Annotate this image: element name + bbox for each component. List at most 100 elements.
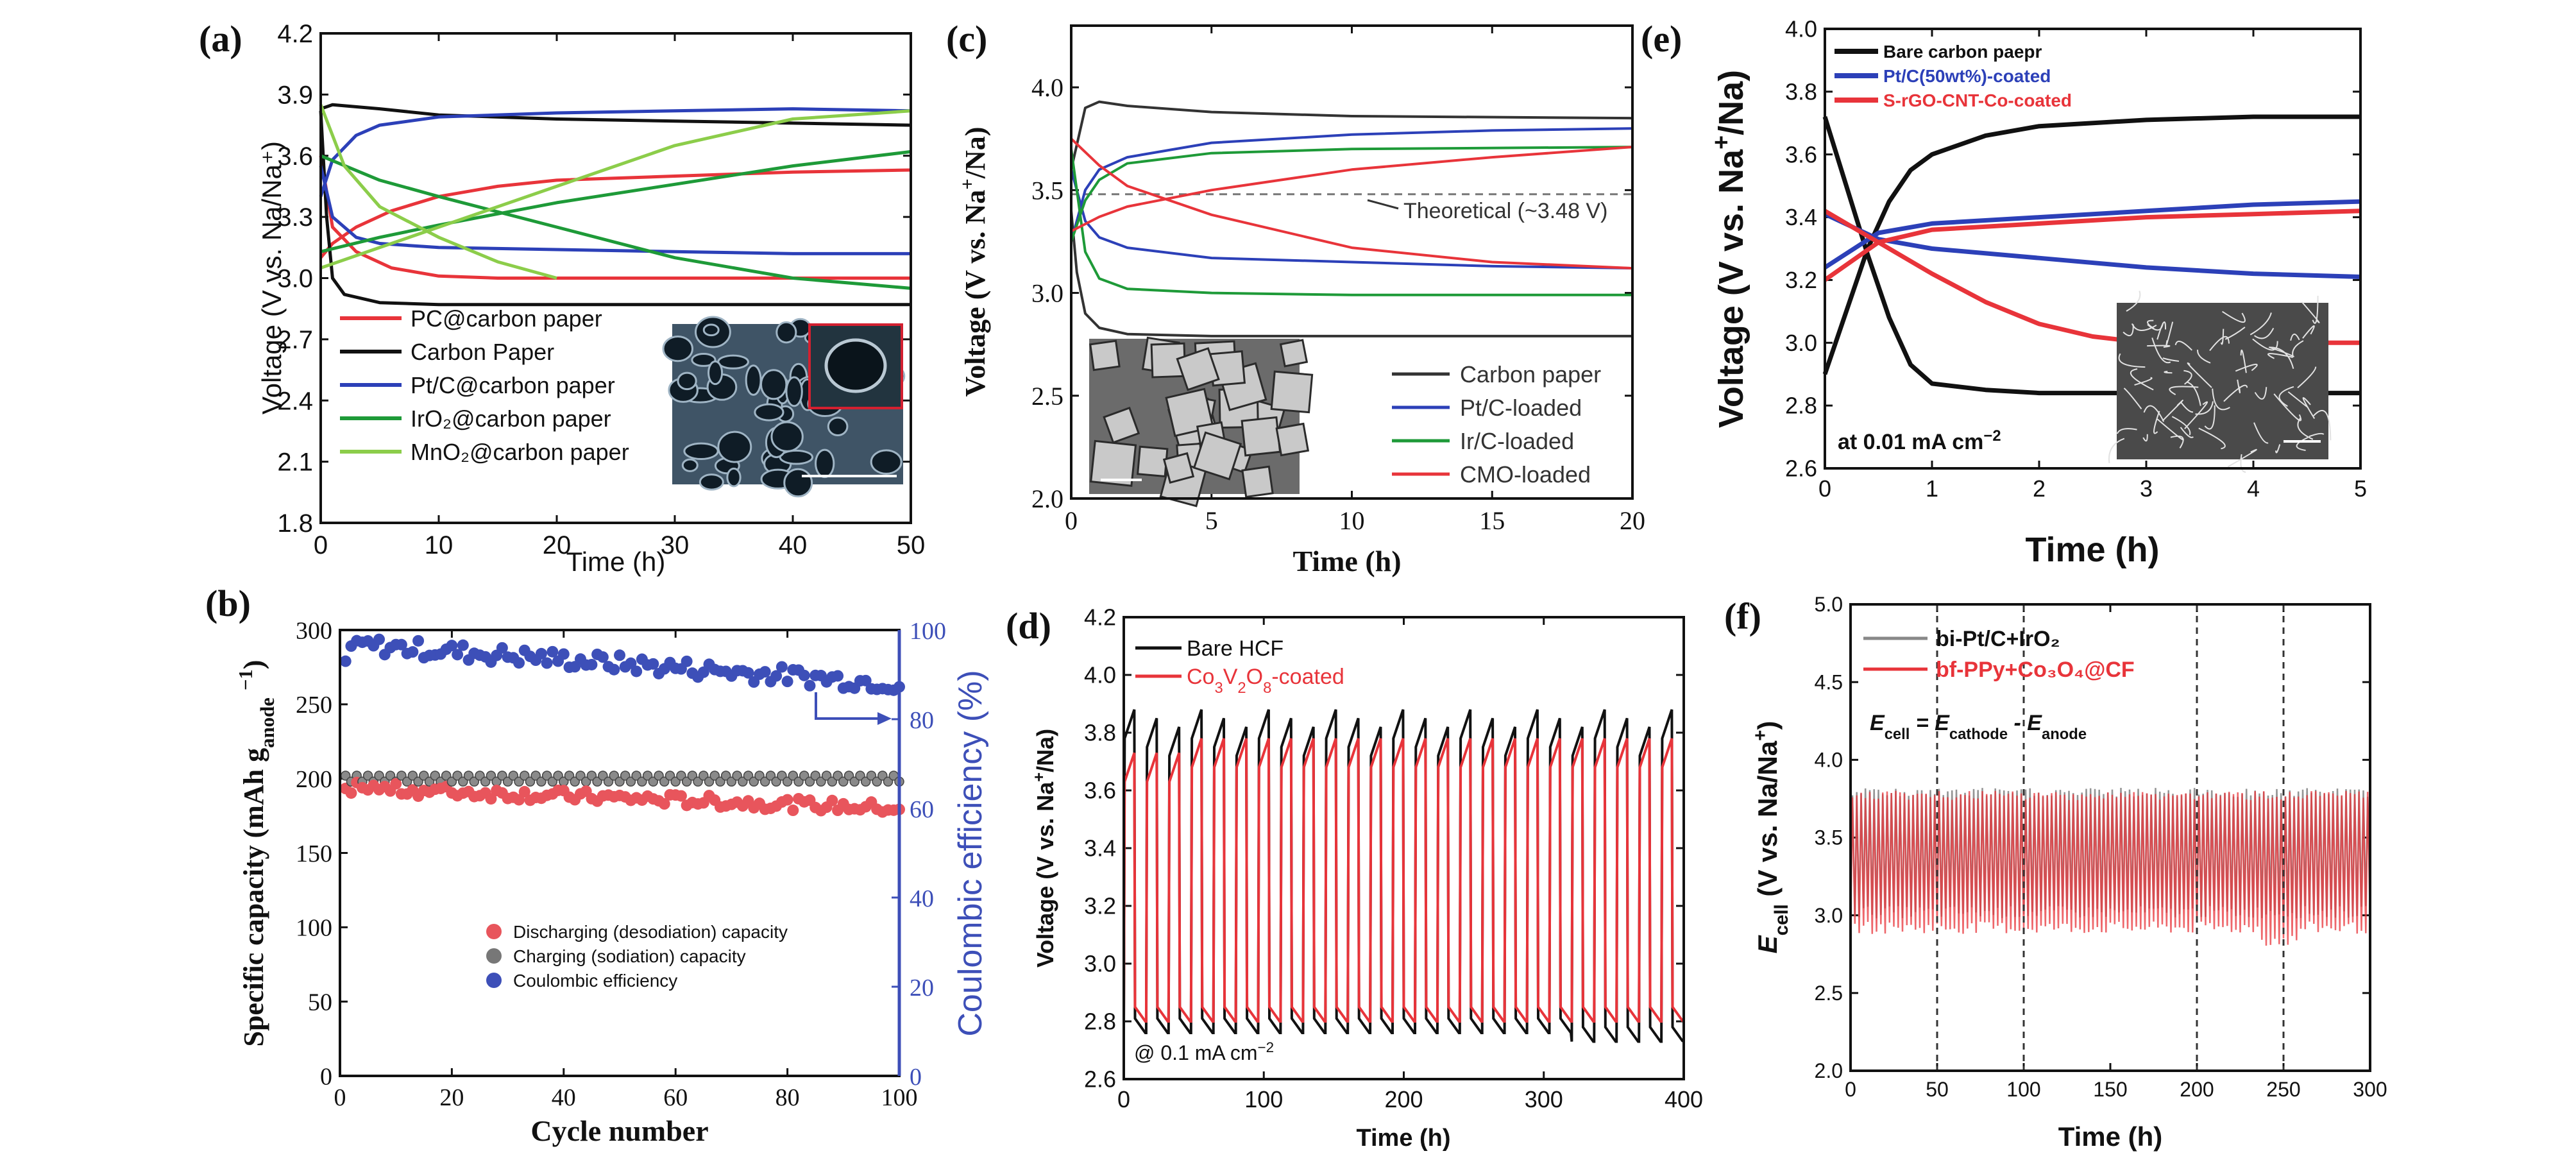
data-point (749, 776, 759, 787)
data-point (642, 771, 653, 781)
data-point (469, 776, 480, 787)
data-point (681, 655, 693, 667)
data-point (625, 657, 637, 669)
y-axis-label: Voltage (V vs. Na/Na⁺) (257, 141, 287, 414)
label-part: anode (2042, 726, 2087, 743)
inset-fiber (2162, 357, 2180, 362)
inset-fiber (2297, 417, 2314, 440)
inset-pore (827, 416, 849, 437)
data-point (475, 771, 485, 781)
label-part: = E (1910, 711, 1950, 735)
sem-inset (1089, 336, 1314, 507)
x-tick-label: 10 (425, 531, 453, 559)
x-tick-label: 20 (543, 531, 572, 559)
chart-panel: 0 20 40 60 80 1000501001502002503000204060801… (205, 583, 989, 1147)
data-point (614, 776, 625, 787)
data-point (804, 679, 816, 692)
data-point (413, 776, 423, 787)
inset-pore (699, 473, 724, 491)
inset-fiber (2278, 386, 2294, 407)
inset-pore (815, 448, 835, 479)
label-part: /Na) (960, 127, 991, 180)
x-tick-label: 0 (314, 531, 328, 559)
y-tick-label: 2.8 (1084, 1009, 1116, 1035)
inset-fiber (2235, 363, 2258, 372)
inset-pore (745, 364, 762, 396)
data-point (843, 771, 854, 781)
x-tick-label: 0 (1818, 475, 1831, 502)
legend-label: Bare HCF (1187, 636, 1284, 661)
inset-fiber (2204, 405, 2216, 430)
data-point (693, 776, 703, 787)
data-point (535, 647, 547, 660)
inset-cube (1176, 347, 1220, 391)
data-point (458, 776, 468, 787)
inset-fiber (2180, 402, 2194, 413)
inset-pore (770, 421, 804, 452)
data-point (396, 771, 407, 781)
y-tick-label: 3.6 (1084, 778, 1116, 804)
inset-fiber (2220, 328, 2224, 345)
inset-cube (1192, 431, 1242, 481)
inset-pore (775, 321, 797, 344)
x-tick-label: 2 (2033, 475, 2046, 502)
inset-fiber (2309, 432, 2325, 438)
legend-label: Pt/C-loaded (1460, 395, 1582, 421)
legend-marker (486, 924, 502, 939)
data-point (373, 633, 386, 645)
inset-pore (726, 467, 741, 488)
data-point (759, 776, 770, 787)
y-tick-label: 3.2 (1084, 893, 1116, 919)
data-point (715, 776, 725, 787)
data-point (395, 638, 407, 651)
inset-fiber (2254, 387, 2267, 400)
legend-marker (486, 973, 502, 988)
data-point (586, 658, 598, 670)
x-axis-label: Time (h) (2025, 531, 2159, 569)
data-point (407, 771, 418, 781)
inset-cube (1241, 465, 1274, 498)
inset-pore (691, 353, 716, 367)
label-part: + (1708, 135, 1735, 149)
data-point (658, 798, 670, 810)
legend-label: Carbon paper (1460, 361, 1601, 388)
data-point (826, 794, 838, 806)
data-point (486, 771, 496, 781)
x-axis-label: Time (h) (2058, 1121, 2163, 1152)
data-point (827, 776, 838, 787)
y-tick-label: 4.0 (1815, 749, 1843, 772)
data-point (754, 771, 765, 781)
y2-axis-label: Coulombic efficiency (%) (952, 670, 989, 1036)
data-point (720, 771, 731, 781)
series-line (320, 149, 911, 253)
data-point (497, 771, 507, 781)
x-tick-label: 5 (1205, 506, 1218, 535)
data-point (424, 776, 435, 787)
panel-letter: (a) (199, 18, 242, 60)
data-point (832, 670, 844, 682)
y-tick-label: 1.8 (277, 509, 313, 538)
label-part: + (1030, 772, 1048, 782)
x-tick-label: 20 (1620, 506, 1645, 535)
inset-fiber (2301, 302, 2320, 323)
label-part: Specific capacity (mAh g (238, 748, 269, 1047)
data-point (742, 667, 754, 679)
data-point (770, 670, 783, 682)
inset-background (2117, 303, 2328, 459)
inset-fiber (2209, 336, 2230, 352)
y-tick-label: 4.2 (277, 20, 313, 48)
inset-pore (870, 449, 902, 475)
inset-fiber (2296, 437, 2309, 452)
legend-label: Pt/C@carbon paper (411, 372, 615, 398)
data-point (771, 776, 781, 787)
x-tick-label: 400 (1665, 1086, 1703, 1112)
inset-pore (677, 371, 697, 391)
legend-label: PC@carbon paper (411, 305, 602, 332)
data-point (402, 776, 412, 787)
inset-pore (785, 376, 803, 407)
y-tick-label: 4.0 (1785, 16, 1817, 42)
data-point (419, 771, 429, 781)
inset-cube (1103, 406, 1140, 444)
y-tick-label: 5.0 (1815, 593, 1843, 616)
data-point (518, 786, 530, 798)
